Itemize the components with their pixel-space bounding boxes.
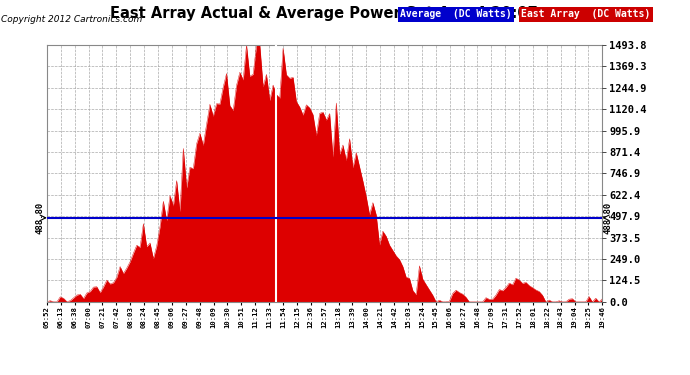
Text: Average  (DC Watts): Average (DC Watts) <box>400 9 512 20</box>
Text: 488.80: 488.80 <box>35 202 44 234</box>
Text: 488.80: 488.80 <box>604 202 613 234</box>
Text: Copyright 2012 Cartronics.com: Copyright 2012 Cartronics.com <box>1 15 143 24</box>
Text: East Array  (DC Watts): East Array (DC Watts) <box>521 9 650 20</box>
Text: East Array Actual & Average Power Sat Aug 4 20:07: East Array Actual & Average Power Sat Au… <box>110 6 538 21</box>
